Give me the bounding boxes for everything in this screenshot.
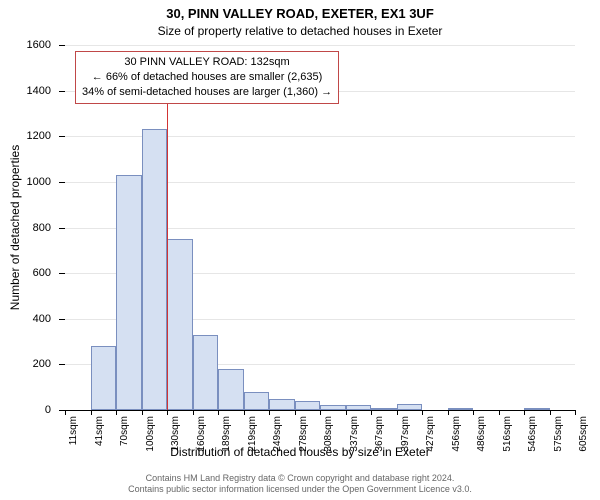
x-tick-mark [295,410,296,415]
y-tick-label: 0 [45,404,51,416]
annotation-line: 34% of semi-detached houses are larger (… [82,85,332,100]
footer-line: Contains HM Land Registry data © Crown c… [0,473,600,485]
x-tick-mark [116,410,117,415]
histogram-bar [193,335,219,410]
x-tick-mark [91,410,92,415]
histogram-bar [116,175,142,410]
x-tick-label: 11sqm [68,416,79,445]
footer-line: Contains public sector information licen… [0,484,600,496]
x-tick-mark [524,410,525,415]
histogram-bar [218,369,244,410]
y-tick-label: 1200 [27,130,51,142]
x-tick-mark [269,410,270,415]
histogram-bar [320,405,346,410]
histogram-bar [269,399,295,410]
footer: Contains HM Land Registry data © Crown c… [0,473,600,496]
x-tick-label: 41sqm [94,416,105,446]
x-tick-mark [244,410,245,415]
x-tick-mark [550,410,551,415]
x-tick-mark [142,410,143,415]
histogram-bar [397,404,423,410]
y-tick-label: 1600 [27,39,51,51]
title-main: 30, PINN VALLEY ROAD, EXETER, EX1 3UF [0,6,600,21]
histogram-bar [295,401,321,410]
histogram-bar [142,129,168,410]
y-tick-label: 600 [33,267,51,279]
y-tick-label: 200 [33,358,51,370]
x-tick-mark [167,410,168,415]
x-tick-mark [422,410,423,415]
x-tick-mark [320,410,321,415]
x-tick-mark [218,410,219,415]
y-axis-label: Number of detached properties [8,45,24,410]
x-tick-mark [397,410,398,415]
title-sub: Size of property relative to detached ho… [0,24,600,38]
histogram-bar [91,346,117,410]
x-tick-label: 70sqm [119,416,130,446]
x-tick-mark [499,410,500,415]
histogram-bar [167,239,193,410]
y-tick-label: 400 [33,313,51,325]
histogram-bar [346,405,372,410]
x-tick-mark [473,410,474,415]
annotation-line: ← 66% of detached houses are smaller (2,… [82,70,332,85]
chart-container: 30, PINN VALLEY ROAD, EXETER, EX1 3UF Si… [0,0,600,500]
y-tick-label: 1000 [27,176,51,188]
x-tick-mark [371,410,372,415]
histogram-bar [371,408,397,410]
histogram-bar [524,408,550,410]
annotation-line: 30 PINN VALLEY ROAD: 132sqm [82,55,332,70]
x-tick-mark [65,410,66,415]
y-tick-label: 800 [33,222,51,234]
x-axis-label: Distribution of detached houses by size … [0,445,600,459]
plot-area: 30 PINN VALLEY ROAD: 132sqm ← 66% of det… [65,45,575,411]
y-tick-label: 1400 [27,85,51,97]
x-tick-mark [575,410,576,415]
x-tick-mark [346,410,347,415]
x-tick-mark [448,410,449,415]
grid-line [65,45,575,46]
x-tick-mark [193,410,194,415]
histogram-bar [448,408,474,410]
marker-line [167,100,168,410]
histogram-bar [244,392,270,410]
annotation-box: 30 PINN VALLEY ROAD: 132sqm ← 66% of det… [75,51,339,104]
